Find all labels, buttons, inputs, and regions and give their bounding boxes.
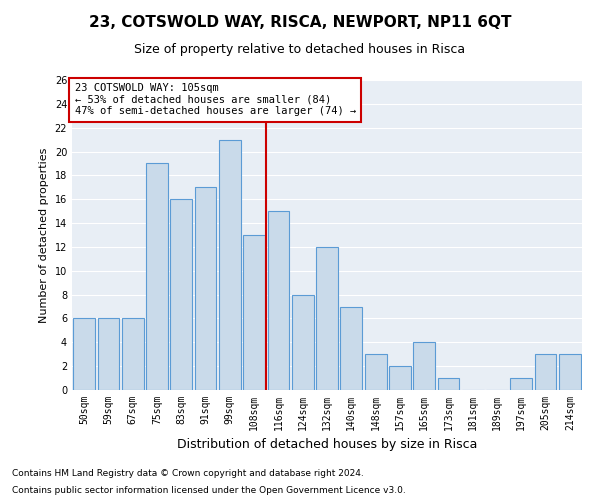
Bar (170, 199, 192, 390)
Bar (146, 164, 168, 390)
Bar (437, 378, 460, 390)
Bar (73, 318, 95, 390)
Bar (559, 354, 581, 390)
Bar (340, 306, 362, 390)
Y-axis label: Number of detached properties: Number of detached properties (39, 148, 49, 322)
Bar (365, 354, 386, 390)
Text: Size of property relative to detached houses in Risca: Size of property relative to detached ho… (134, 42, 466, 56)
Bar (389, 366, 411, 390)
Bar (268, 211, 289, 390)
Bar (316, 247, 338, 390)
Text: 23 COTSWOLD WAY: 105sqm
← 53% of detached houses are smaller (84)
47% of semi-de: 23 COTSWOLD WAY: 105sqm ← 53% of detache… (74, 83, 356, 116)
Text: Contains HM Land Registry data © Crown copyright and database right 2024.: Contains HM Land Registry data © Crown c… (12, 468, 364, 477)
Bar (413, 342, 435, 390)
X-axis label: Distribution of detached houses by size in Risca: Distribution of detached houses by size … (177, 438, 477, 452)
Bar (511, 378, 532, 390)
Bar (219, 140, 241, 390)
Bar (535, 354, 556, 390)
Bar (292, 294, 314, 390)
Bar (122, 318, 143, 390)
Bar (243, 235, 265, 390)
Bar (194, 188, 217, 390)
Bar (97, 318, 119, 390)
Text: Contains public sector information licensed under the Open Government Licence v3: Contains public sector information licen… (12, 486, 406, 495)
Text: 23, COTSWOLD WAY, RISCA, NEWPORT, NP11 6QT: 23, COTSWOLD WAY, RISCA, NEWPORT, NP11 6… (89, 15, 511, 30)
